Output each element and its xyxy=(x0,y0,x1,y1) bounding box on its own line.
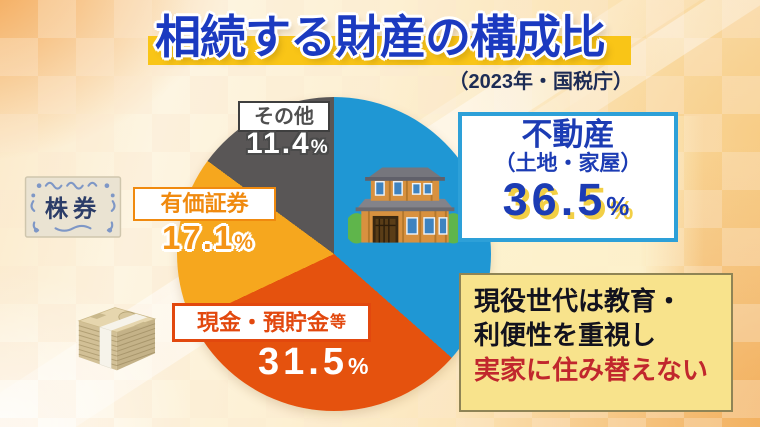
label-securities-text: 有価証券 xyxy=(160,191,249,216)
commentary-line1: 現役世代は教育・ xyxy=(474,286,683,316)
value-real-estate: 36.5% xyxy=(502,173,634,225)
money-stack-icon xyxy=(77,307,157,371)
source-note: （2023年・国税庁） xyxy=(448,71,634,93)
house-icon xyxy=(348,167,462,244)
commentary-line2: 利便性を重視し xyxy=(474,320,657,351)
commentary-line3-emphasis: 実家に住み替えない xyxy=(474,354,709,385)
page-title: 相続する財産の構成比 xyxy=(155,11,606,63)
svg-text:株券: 株券 xyxy=(45,196,101,222)
real-estate-callout: 不動産 （土地・家屋） 36.5% xyxy=(458,112,678,242)
label-securities: 有価証券 xyxy=(133,187,276,221)
commentary-box: 現役世代は教育・ 利便性を重視し 実家に住み替えない xyxy=(459,273,733,412)
stock-certificate-icon: 株券 xyxy=(24,176,122,238)
label-cash-deposits: 現金・預貯金等 xyxy=(172,303,371,342)
value-cash-deposits: 31.5% xyxy=(258,341,369,383)
value-others: 11.4% xyxy=(246,127,328,160)
label-others-text: その他 xyxy=(254,105,314,128)
real-estate-name: 不動産 xyxy=(521,117,615,152)
real-estate-sub: （土地・家屋） xyxy=(494,151,642,175)
value-securities: 17.1% xyxy=(162,219,253,256)
